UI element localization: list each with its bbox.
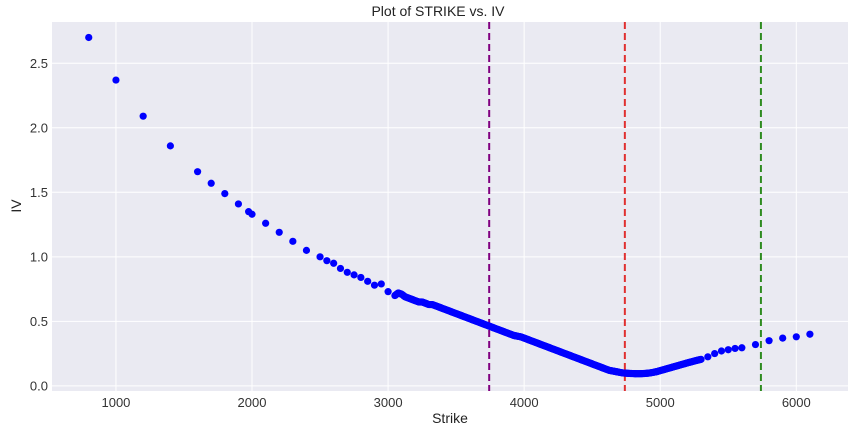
data-point xyxy=(697,355,705,363)
x-axis-label: Strike xyxy=(432,410,468,426)
y-axis-label: IV xyxy=(8,199,24,213)
data-point xyxy=(765,337,773,345)
data-point xyxy=(139,112,147,120)
data-point xyxy=(85,33,93,42)
data-point xyxy=(316,253,324,261)
data-point xyxy=(248,210,256,218)
y-tick-label: 0.5 xyxy=(30,314,48,329)
data-point xyxy=(234,200,243,208)
gridlines xyxy=(52,22,848,391)
data-point xyxy=(370,281,379,289)
data-point xyxy=(738,344,746,352)
data-point xyxy=(731,344,739,353)
chart-title: Plot of STRIKE vs. IV xyxy=(371,3,505,19)
data-point xyxy=(792,333,800,341)
data-point xyxy=(336,264,345,273)
data-point xyxy=(711,349,719,358)
data-point xyxy=(717,347,726,355)
data-point xyxy=(384,288,392,296)
y-tick-label: 0.0 xyxy=(30,378,48,393)
x-tick-label: 2000 xyxy=(238,395,267,410)
data-point xyxy=(751,340,760,349)
data-point xyxy=(704,353,712,361)
y-tick-label: 2.0 xyxy=(30,120,48,135)
data-point xyxy=(193,168,202,176)
y-tick-label: 1.0 xyxy=(30,249,48,264)
x-tick-label: 6000 xyxy=(782,395,811,410)
data-point xyxy=(357,273,365,282)
data-point xyxy=(275,228,283,236)
data-point xyxy=(779,334,787,342)
data-point xyxy=(166,142,174,150)
data-point xyxy=(112,76,120,84)
data-point xyxy=(377,280,385,288)
x-tick-label: 3000 xyxy=(374,395,403,410)
scatter-points xyxy=(85,33,814,378)
data-point xyxy=(323,257,331,265)
y-tick-label: 1.5 xyxy=(30,185,48,200)
data-point xyxy=(262,219,270,227)
axis-ticks: 1000 2000 3000 4000 5000 6000 0.0 0.5 1.0 1.5 2.0 2… xyxy=(30,56,811,410)
data-point xyxy=(724,346,732,354)
vertical-reference-lines xyxy=(488,22,762,391)
y-tick-label: 2.5 xyxy=(30,56,48,71)
data-point xyxy=(302,246,311,254)
data-point xyxy=(221,189,229,198)
plot-area xyxy=(52,22,848,391)
data-point xyxy=(330,259,338,267)
x-tick-label: 4000 xyxy=(510,395,539,410)
data-point xyxy=(364,277,372,285)
data-point xyxy=(289,237,297,245)
x-tick-label: 1000 xyxy=(101,395,130,410)
data-point xyxy=(343,268,351,276)
x-tick-label: 5000 xyxy=(646,395,675,410)
data-point xyxy=(806,330,814,338)
data-point xyxy=(350,271,358,279)
data-point xyxy=(207,179,215,187)
